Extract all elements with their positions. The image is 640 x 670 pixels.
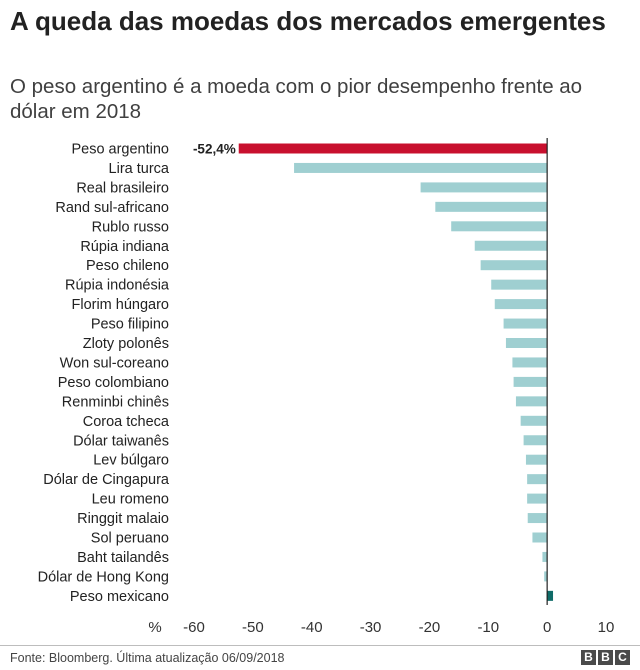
chart-subtitle: O peso argentino é a moeda com o pior de… bbox=[10, 75, 583, 123]
bbc-logo-letter: B bbox=[581, 650, 596, 665]
bar bbox=[474, 240, 548, 251]
bar bbox=[491, 279, 548, 290]
bar bbox=[515, 396, 548, 407]
x-axis-label: % bbox=[148, 619, 161, 636]
x-tick-label: 0 bbox=[543, 619, 551, 636]
category-label: Lev búlgaro bbox=[93, 453, 169, 469]
footer-divider bbox=[0, 645, 640, 646]
x-tick-label: -10 bbox=[477, 619, 499, 636]
category-label: Rand sul-africano bbox=[55, 200, 169, 216]
bar bbox=[294, 162, 548, 173]
category-label: Peso filipino bbox=[91, 317, 169, 333]
category-label: Ringgit malaio bbox=[77, 511, 169, 527]
x-tick-label: 10 bbox=[598, 619, 615, 636]
bar bbox=[527, 513, 548, 524]
category-label: Baht tailandês bbox=[77, 550, 169, 566]
category-label: Dólar de Cingapura bbox=[43, 472, 170, 488]
bbc-logo-letter: B bbox=[598, 650, 613, 665]
category-label: Renminbi chinês bbox=[62, 394, 169, 410]
bar bbox=[527, 493, 548, 504]
bar-chart: Peso argentino Lira turca Real brasileiro R… bbox=[38, 138, 615, 636]
bar bbox=[544, 571, 548, 582]
bar bbox=[512, 357, 548, 368]
bar bbox=[547, 590, 554, 601]
x-tick-label: -40 bbox=[301, 619, 323, 636]
bbc-logo: B B C bbox=[581, 650, 630, 665]
source-note: Fonte: Bloomberg. Última atualização 06/… bbox=[10, 651, 285, 665]
bar bbox=[513, 376, 548, 387]
category-label: Rublo russo bbox=[92, 219, 169, 235]
bbc-logo-letter: C bbox=[615, 650, 630, 665]
category-label: Peso argentino bbox=[71, 142, 169, 158]
bar bbox=[532, 532, 548, 543]
bar bbox=[238, 143, 548, 154]
bar bbox=[520, 415, 548, 426]
category-label: Peso mexicano bbox=[70, 589, 169, 605]
bar bbox=[435, 201, 548, 212]
bar bbox=[480, 260, 548, 271]
bar bbox=[542, 551, 548, 562]
category-label: Florim húngaro bbox=[71, 297, 169, 313]
bar bbox=[523, 435, 548, 446]
bar bbox=[525, 454, 548, 465]
x-tick-label: -60 bbox=[183, 619, 205, 636]
category-label: Peso colombiano bbox=[58, 375, 169, 391]
category-label: Dólar de Hong Kong bbox=[38, 569, 169, 585]
bar bbox=[494, 299, 548, 310]
bar bbox=[503, 318, 548, 329]
category-label: Won sul-coreano bbox=[60, 355, 169, 371]
bar bbox=[527, 474, 548, 485]
chart-title: A queda das moedas dos mercados emergent… bbox=[10, 6, 606, 36]
bar bbox=[505, 338, 548, 348]
category-label: Zloty polonês bbox=[83, 336, 169, 352]
category-label: Coroa tcheca bbox=[83, 414, 170, 430]
x-tick-label: -50 bbox=[242, 619, 264, 636]
x-tick-label: -30 bbox=[360, 619, 382, 636]
category-label: Real brasileiro bbox=[76, 180, 169, 196]
bar bbox=[451, 221, 548, 232]
category-label: Dólar taiwanês bbox=[73, 433, 169, 449]
category-label: Leu romeno bbox=[92, 492, 169, 508]
category-label: Sol peruano bbox=[91, 531, 169, 547]
x-tick-label: -20 bbox=[419, 619, 441, 636]
bar bbox=[420, 182, 548, 193]
category-label: Lira turca bbox=[109, 161, 170, 177]
category-label: Peso chileno bbox=[86, 258, 169, 274]
category-label: Rúpia indiana bbox=[80, 239, 170, 255]
category-label: Rúpia indonésia bbox=[65, 278, 170, 294]
data-label: -52,4% bbox=[193, 142, 236, 157]
